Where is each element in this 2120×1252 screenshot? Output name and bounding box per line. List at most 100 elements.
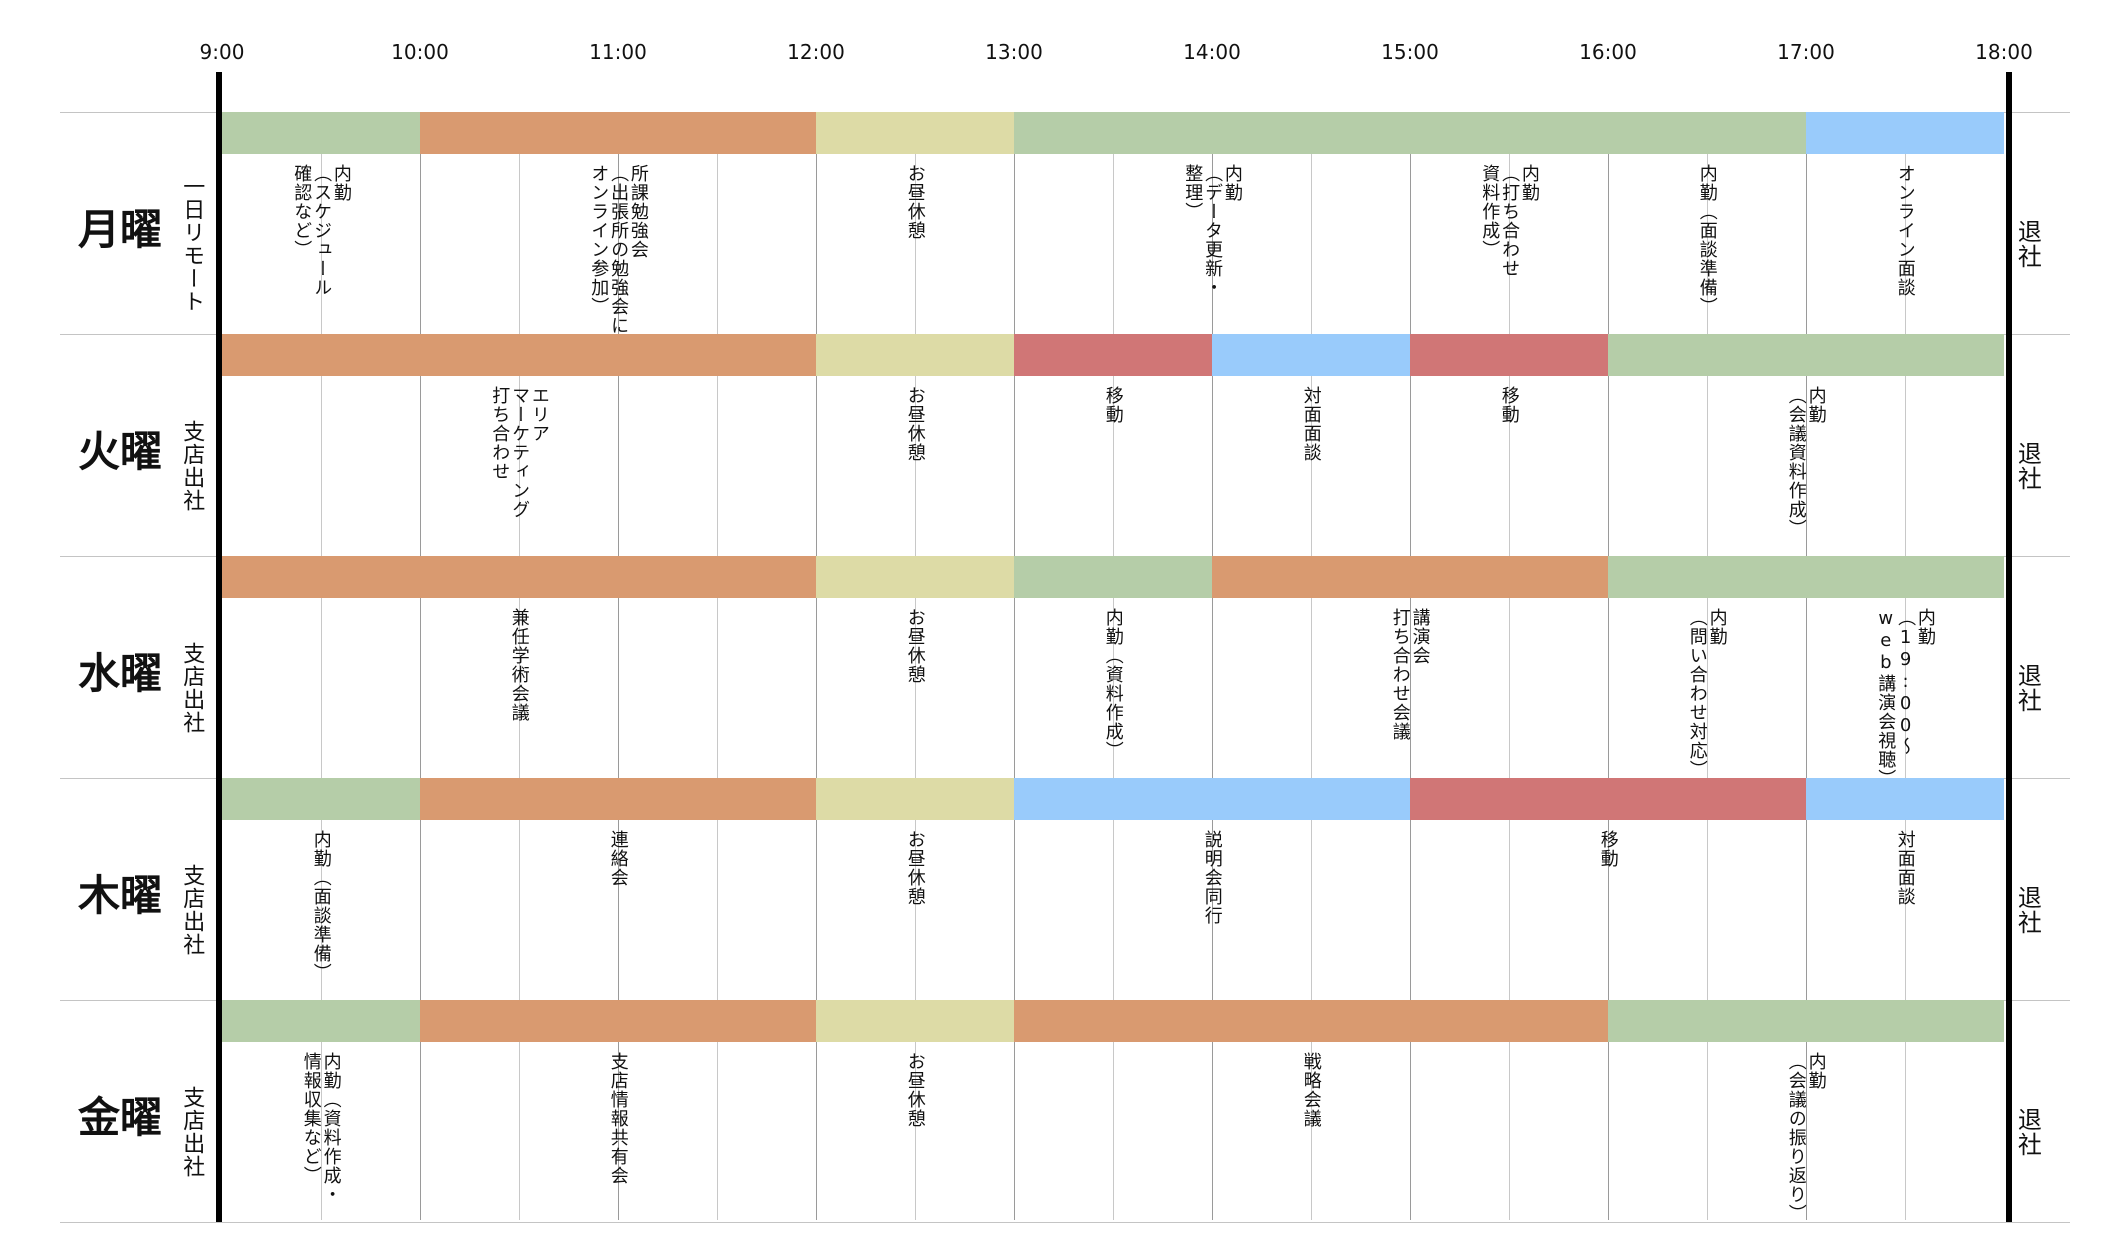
schedule-label: 内勤（面談準備） — [310, 830, 332, 982]
time-label: 14:00 — [1183, 40, 1241, 64]
end-of-day-label: 退社 — [2013, 441, 2042, 491]
schedule-label: 講演会 打ち合わせ会議 — [1389, 608, 1431, 741]
end-of-day-label: 退社 — [2013, 219, 2042, 269]
schedule-label: 移動 — [1498, 386, 1520, 424]
schedule-block — [420, 778, 816, 820]
end-of-day-label: 退社 — [2013, 1107, 2042, 1157]
schedule-label: 移動 — [1597, 830, 1619, 868]
schedule-label: 支店情報共有会 — [607, 1052, 629, 1185]
half-hour-gridline — [1905, 112, 1906, 1220]
time-label: 10:00 — [391, 40, 449, 64]
schedule-label: 説明会同行 — [1201, 830, 1223, 925]
schedule-block — [816, 334, 1014, 376]
day-label: 水曜 — [77, 649, 162, 698]
schedule-label: お昼休憩 — [904, 1052, 926, 1128]
end-boundary-line — [2006, 72, 2012, 1222]
day-label: 金曜 — [77, 1093, 162, 1142]
schedule-label: 対面面談 — [1894, 830, 1916, 906]
half-hour-gridline — [915, 112, 916, 1220]
schedule-label: 内勤 （会議資料作成） — [1785, 386, 1827, 538]
day-label: 火曜 — [77, 427, 162, 476]
hour-gridline — [1806, 112, 1807, 1220]
schedule-block — [420, 1000, 816, 1042]
schedule-block — [222, 334, 816, 376]
schedule-block — [1014, 334, 1212, 376]
schedule-block — [222, 1000, 420, 1042]
schedule-label: オンライン面談 — [1894, 164, 1916, 297]
schedule-block — [1212, 556, 1608, 598]
day-label: 木曜 — [77, 871, 162, 920]
time-label: 12:00 — [787, 40, 845, 64]
schedule-label: 内勤 （打ち合わせ 資料作成） — [1479, 164, 1540, 278]
row-separator — [60, 1222, 2070, 1223]
hour-gridline — [816, 112, 817, 1220]
schedule-label: 移動 — [1102, 386, 1124, 424]
half-hour-gridline — [519, 112, 520, 1220]
start-boundary-line — [216, 72, 222, 1222]
schedule-block — [1608, 556, 1806, 598]
schedule-label: お昼休憩 — [904, 386, 926, 462]
schedule-label: 内勤（資料作成） — [1102, 608, 1124, 760]
schedule-block — [1212, 334, 1410, 376]
schedule-label: 対面面談 — [1300, 386, 1322, 462]
schedule-label: 内勤 （データ更新・ 整理） — [1182, 164, 1243, 297]
schedule-label: お昼休憩 — [904, 164, 926, 240]
day-label: 月曜 — [77, 205, 162, 254]
hour-gridline — [420, 112, 421, 1220]
schedule-label: 内勤 （19:00～ web講演会視聴） — [1875, 608, 1936, 788]
schedule-block — [1608, 1000, 2004, 1042]
hour-gridline — [1608, 112, 1609, 1220]
work-location-label: 支店出社 — [179, 642, 205, 734]
schedule-label: 内勤 （問い合わせ対応） — [1686, 608, 1728, 779]
schedule-label: 所課勉強会 （出張所の勉強会に オンライン参加） — [588, 164, 649, 335]
schedule-block — [420, 112, 816, 154]
schedule-label: エリア マーケティング 打ち合わせ — [489, 386, 550, 519]
time-label: 15:00 — [1381, 40, 1439, 64]
hour-gridline — [1212, 112, 1213, 1220]
schedule-label: 戦略会議 — [1300, 1052, 1322, 1128]
schedule-block — [1608, 334, 2004, 376]
schedule-block — [816, 1000, 1014, 1042]
schedule-block — [1608, 112, 1806, 154]
hour-gridline — [1410, 112, 1411, 1220]
half-hour-gridline — [717, 112, 718, 1220]
half-hour-gridline — [1509, 112, 1510, 1220]
schedule-block — [222, 112, 420, 154]
schedule-label: お昼休憩 — [904, 608, 926, 684]
schedule-block — [1410, 778, 1806, 820]
schedule-label: 内勤 （スケジュール 確認など） — [291, 164, 352, 297]
time-label: 9:00 — [199, 40, 245, 64]
time-label: 16:00 — [1579, 40, 1637, 64]
schedule-block — [222, 556, 816, 598]
schedule-block — [1806, 556, 2004, 598]
time-label: 18:00 — [1975, 40, 2033, 64]
schedule-block — [1806, 112, 2004, 154]
half-hour-gridline — [1113, 112, 1114, 1220]
schedule-block — [1014, 1000, 1608, 1042]
schedule-block — [1410, 334, 1608, 376]
half-hour-gridline — [321, 112, 322, 1220]
schedule-block — [222, 778, 420, 820]
work-location-label: 支店出社 — [179, 1086, 205, 1178]
schedule-block — [1014, 556, 1212, 598]
schedule-block — [1806, 778, 2004, 820]
schedule-label: 内勤（面談準備） — [1696, 164, 1718, 316]
time-label: 17:00 — [1777, 40, 1835, 64]
schedule-label: 兼任学術会議 — [508, 608, 530, 722]
schedule-block — [1014, 112, 1410, 154]
time-label: 11:00 — [589, 40, 647, 64]
work-location-label: 支店出社 — [179, 864, 205, 956]
schedule-block — [816, 778, 1014, 820]
schedule-block — [1410, 112, 1608, 154]
end-of-day-label: 退社 — [2013, 663, 2042, 713]
half-hour-gridline — [1311, 112, 1312, 1220]
schedule-label: 内勤 （会議の振り返り） — [1785, 1052, 1827, 1223]
time-label: 13:00 — [985, 40, 1043, 64]
half-hour-gridline — [1707, 112, 1708, 1220]
schedule-label: お昼休憩 — [904, 830, 926, 906]
schedule-block — [816, 556, 1014, 598]
schedule-label: 連絡会 — [607, 830, 629, 887]
end-of-day-label: 退社 — [2013, 885, 2042, 935]
schedule-label: 内勤（資料作成・ 情報収集など） — [300, 1052, 342, 1204]
schedule-block — [816, 112, 1014, 154]
